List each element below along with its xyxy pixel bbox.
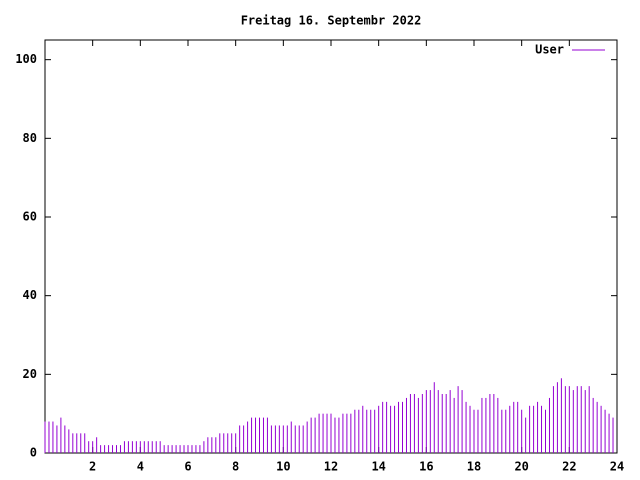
x-tick-label: 20: [514, 460, 528, 474]
y-tick-label: 60: [23, 210, 37, 224]
x-tick-label: 12: [324, 460, 338, 474]
y-tick-label: 40: [23, 288, 37, 302]
x-tick-label: 6: [184, 460, 191, 474]
x-tick-label: 24: [610, 460, 624, 474]
legend-label: User: [535, 43, 564, 57]
x-tick-label: 10: [276, 460, 290, 474]
x-tick-label: 2: [89, 460, 96, 474]
x-tick-label: 8: [232, 460, 239, 474]
plot-frame: [44, 39, 618, 454]
chart-title: Freitag 16. Septembr 2022: [241, 14, 422, 28]
x-tick-label: 4: [137, 460, 144, 474]
x-tick-label: 14: [371, 460, 385, 474]
y-tick-label: 20: [23, 367, 37, 381]
y-tick-label: 0: [30, 446, 37, 460]
x-tick-label: 16: [419, 460, 433, 474]
x-tick-label: 18: [467, 460, 481, 474]
y-tick-label: 100: [15, 52, 37, 66]
x-tick-label: 22: [562, 460, 576, 474]
y-tick-label: 80: [23, 131, 37, 145]
